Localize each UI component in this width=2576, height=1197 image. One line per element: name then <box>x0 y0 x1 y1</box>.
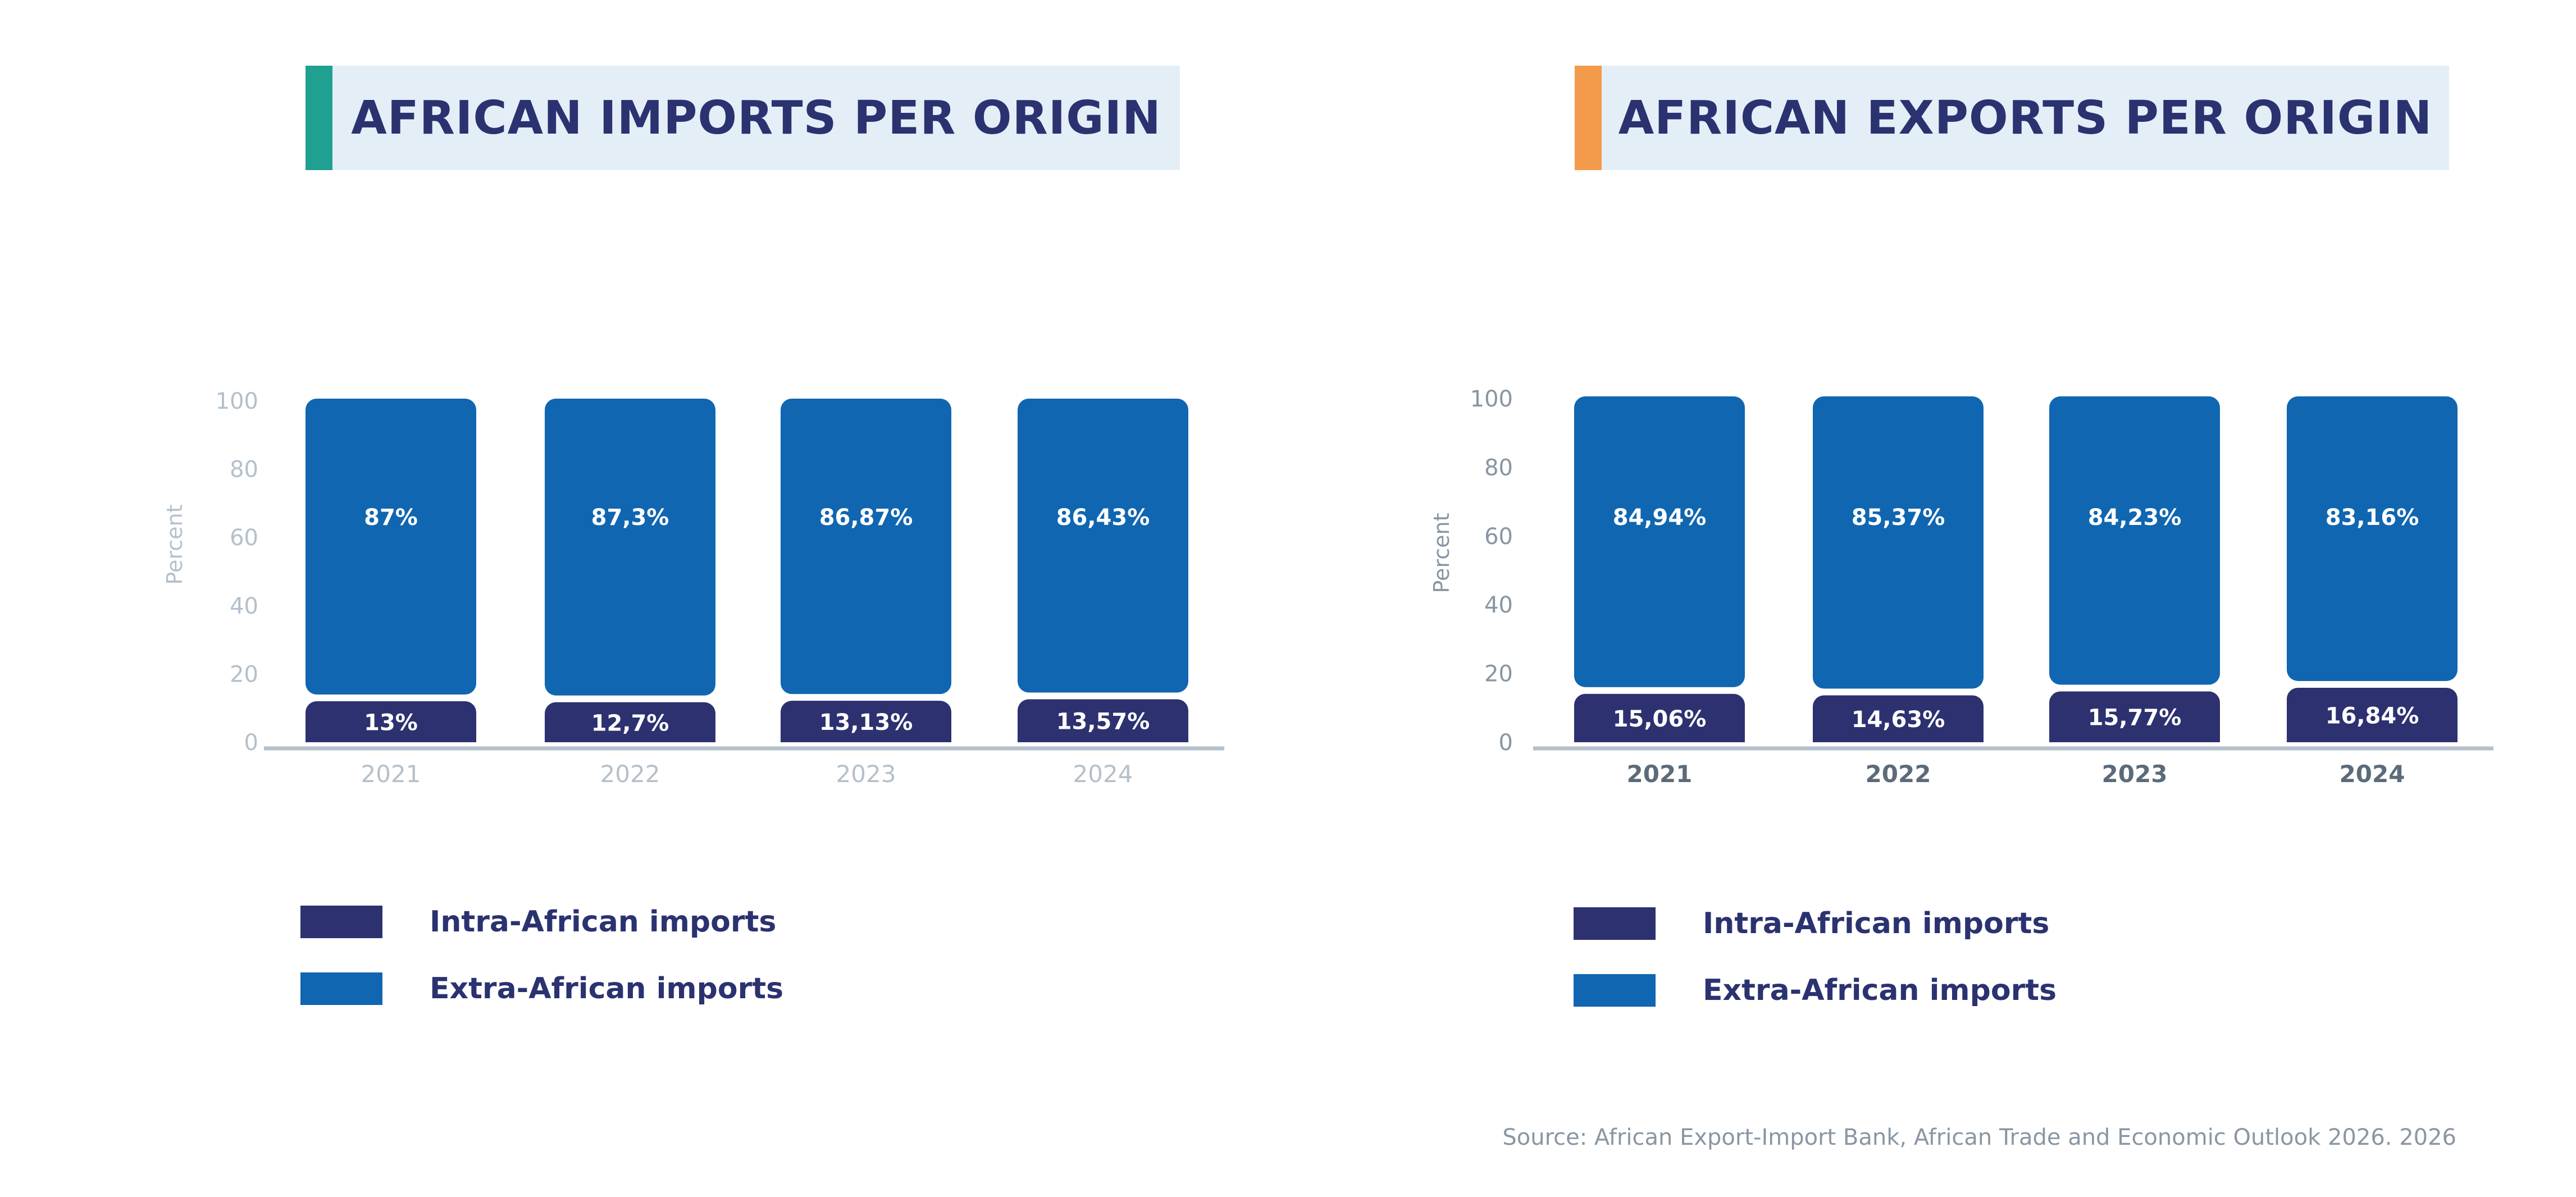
legend-swatch-intra <box>1574 907 1656 940</box>
exports-bar-extra-2022 <box>1813 396 1984 689</box>
exports-y-tick-label: 60 <box>1484 524 1513 550</box>
exports-y-axis-label: Percent <box>1429 513 1454 593</box>
imports-y-tick-label: 0 <box>244 730 258 756</box>
imports-data-label-intra: 12,7% <box>591 710 669 736</box>
exports-y-tick-label: 0 <box>1499 730 1513 756</box>
exports-y-tick-label: 20 <box>1484 661 1513 687</box>
exports-data-label-intra: 15,77% <box>2088 705 2182 731</box>
exports-data-label-intra: 16,84% <box>2326 703 2419 729</box>
imports-bar-extra-2021 <box>306 399 476 695</box>
exports-legend-extra: Extra-African imports <box>1574 974 2057 1007</box>
imports-bar-intra-base-2024 <box>1018 730 1188 742</box>
legend-swatch-extra <box>300 972 382 1005</box>
exports-data-label-extra: 84,94% <box>1613 505 1707 531</box>
exports-bar-intra-2023 <box>2049 691 2220 742</box>
imports-data-label-extra: 87% <box>364 505 418 531</box>
imports-bar-extra-2024 <box>1018 399 1188 693</box>
imports-data-label-intra: 13% <box>364 710 418 735</box>
exports-legend-intra: Intra-African imports <box>1574 907 2049 940</box>
imports-y-tick-label: 40 <box>230 593 258 619</box>
imports-y-axis-label: Percent <box>162 505 187 585</box>
imports-data-label-extra: 86,87% <box>819 505 913 531</box>
exports-data-label-intra: 14,63% <box>1852 707 1945 733</box>
exports-bar-extra-2021 <box>1574 396 1745 687</box>
imports-data-label-intra: 13,57% <box>1056 709 1150 735</box>
exports-x-tick-label: 2022 <box>1866 760 1931 788</box>
imports-data-label-extra: 86,43% <box>1056 505 1150 531</box>
imports-data-label-extra: 87,3% <box>591 505 669 531</box>
imports-x-tick-label: 2023 <box>836 760 896 788</box>
exports-data-label-extra: 83,16% <box>2326 505 2419 531</box>
exports-y-tick-label: 80 <box>1484 455 1513 481</box>
imports-bar-extra-2023 <box>781 399 951 695</box>
exports-title-box: AFRICAN EXPORTS PER ORIGIN <box>1575 66 2449 170</box>
exports-x-tick-label: 2023 <box>2102 760 2168 788</box>
imports-title-accent <box>306 66 332 170</box>
imports-title-box: AFRICAN IMPORTS PER ORIGIN <box>306 66 1180 170</box>
imports-legend-intra: Intra-African imports <box>300 905 776 939</box>
exports-bar-intra-base-2024 <box>2287 730 2458 742</box>
exports-data-label-intra: 15,06% <box>1613 706 1707 732</box>
exports-data-label-extra: 84,23% <box>2088 505 2182 531</box>
legend-label-extra: Extra-African imports <box>430 972 784 1006</box>
imports-y-tick-label: 20 <box>230 661 258 687</box>
legend-swatch-intra <box>300 906 382 938</box>
exports-bar-intra-base-2021 <box>1574 730 1745 742</box>
exports-bar-intra-base-2022 <box>1813 730 1984 742</box>
imports-x-tick-label: 2022 <box>600 760 660 788</box>
exports-bar-extra-2024 <box>2287 396 2458 681</box>
legend-label-intra: Intra-African imports <box>430 905 777 939</box>
imports-x-tick-label: 2024 <box>1073 760 1133 788</box>
imports-bar-intra-base-2021 <box>306 730 476 742</box>
exports-data-label-extra: 85,37% <box>1852 505 1945 531</box>
legend-label-extra: Extra-African imports <box>1703 974 2057 1007</box>
exports-bar-extra-2023 <box>2049 396 2220 685</box>
imports-data-label-intra: 13,13% <box>819 710 913 735</box>
imports-chart-title: AFRICAN IMPORTS PER ORIGIN <box>351 91 1161 145</box>
source-note: Source: African Export-Import Bank, Afri… <box>1502 1125 2456 1150</box>
exports-bar-intra-2024 <box>2287 687 2458 742</box>
imports-x-tick-label: 2021 <box>361 760 421 788</box>
imports-bar-intra-base-2022 <box>545 730 715 742</box>
exports-x-tick-label: 2021 <box>1627 760 1693 788</box>
exports-chart-title: AFRICAN EXPORTS PER ORIGIN <box>1618 91 2433 145</box>
exports-y-tick-label: 100 <box>1470 386 1513 412</box>
exports-x-tick-label: 2024 <box>2340 760 2405 788</box>
legend-swatch-extra <box>1574 974 1656 1007</box>
imports-y-tick-label: 80 <box>230 457 258 483</box>
imports-bar-intra-base-2023 <box>781 730 951 742</box>
imports-bar-extra-2022 <box>545 399 715 696</box>
exports-y-tick-label: 40 <box>1484 592 1513 618</box>
imports-legend-extra: Extra-African imports <box>300 972 783 1006</box>
exports-title-accent <box>1575 66 1602 170</box>
imports-y-tick-label: 60 <box>230 525 258 551</box>
legend-label-intra: Intra-African imports <box>1703 907 2050 940</box>
imports-y-tick-label: 100 <box>216 389 258 414</box>
exports-bar-intra-base-2023 <box>2049 730 2220 742</box>
